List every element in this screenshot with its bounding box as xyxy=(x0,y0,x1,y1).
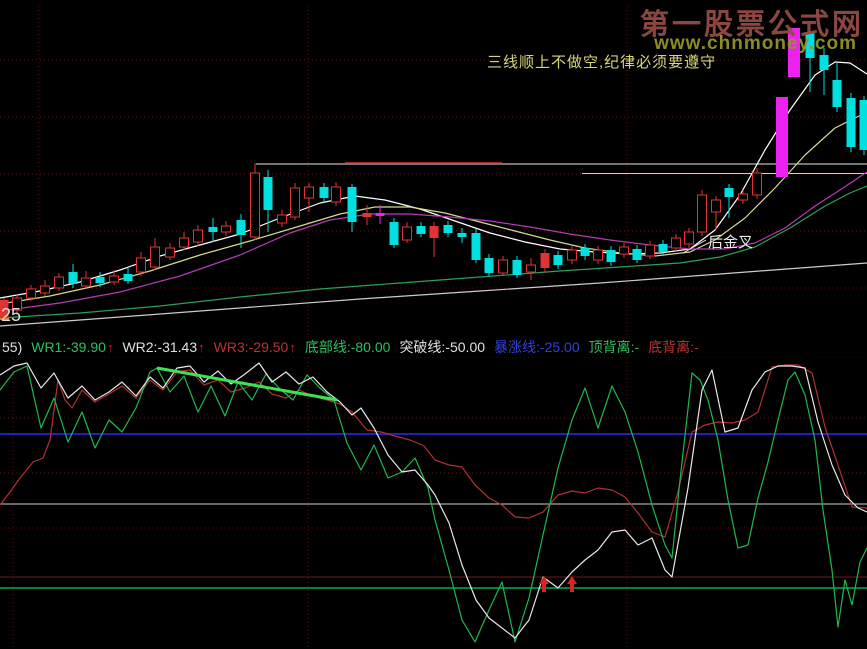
candle-body-up xyxy=(54,276,64,289)
wr-indicator-chart[interactable] xyxy=(0,357,867,649)
candle-body-doji_down xyxy=(457,233,467,237)
ma-mid-yellow xyxy=(0,111,867,305)
wr-series-WR2 xyxy=(0,362,867,639)
candle-body-up_solid xyxy=(540,253,550,268)
golden-cross-annotation: 后金叉 xyxy=(708,234,754,251)
candle-body-up xyxy=(12,297,22,311)
wr1-value-label: WR1:-39.90 xyxy=(31,339,106,355)
candle-body-up xyxy=(40,285,50,294)
ma-fast-white xyxy=(0,61,867,299)
candle-body-up_solid xyxy=(429,226,439,238)
wr2-value-label: WR2:-31.43 xyxy=(122,339,198,355)
candle-body-down xyxy=(658,244,668,252)
candle-body-up xyxy=(193,229,203,243)
candle-body-up xyxy=(150,246,160,268)
candle-body-up xyxy=(645,244,655,257)
candle-body-up xyxy=(221,225,231,233)
candle-body-down xyxy=(632,249,642,260)
candle-body-up xyxy=(711,199,721,213)
candle-body-down xyxy=(389,222,399,245)
candle-body-doji_magenta xyxy=(375,213,385,216)
watermark-site-title: 第一股票公式网 xyxy=(639,9,864,41)
candle-body-down xyxy=(819,55,829,70)
wr1-up-arrow-icon: ↑ xyxy=(106,339,114,355)
slogan-annotation: 三线顺上不做空,纪律必须要遵守 xyxy=(487,54,717,71)
candle-body-down xyxy=(484,258,494,273)
wr2-up-arrow-icon: ↑ xyxy=(198,339,205,355)
candle-body-down xyxy=(319,187,329,198)
top-divergence-label: 顶背离:- xyxy=(588,339,640,355)
candle-body-up xyxy=(526,264,536,273)
candle-body-up xyxy=(402,226,412,241)
ma-xlong-white xyxy=(0,262,867,327)
price-axis-label: 25 xyxy=(1,305,22,325)
candle-body-up xyxy=(26,288,36,299)
candle-body-down xyxy=(95,277,105,283)
candle-body-limit xyxy=(788,28,800,77)
bottom-divergence-label: 底背离:- xyxy=(648,339,699,355)
candle-body-up xyxy=(738,193,748,201)
candle-body-down xyxy=(443,225,453,233)
buy-signal-arrow-icon xyxy=(567,576,577,592)
candle-body-up xyxy=(136,257,146,273)
watermark-site-url: www.chnmoney.com xyxy=(654,33,857,54)
ma-slow-magenta xyxy=(0,171,867,312)
candle-body-up xyxy=(684,231,694,245)
candle-body-limit xyxy=(776,97,788,177)
candle-body-up xyxy=(304,186,314,199)
surge-line-label: 暴涨线:-25.00 xyxy=(494,339,580,355)
candle-body-up xyxy=(250,172,260,238)
ma-long-green xyxy=(0,185,867,319)
candle-body-up xyxy=(567,249,577,261)
candle-body-down xyxy=(580,248,590,256)
wr3-up-arrow-icon: ↑ xyxy=(289,339,296,355)
candle-body-doji_up xyxy=(362,213,372,217)
candle-body-down xyxy=(263,177,273,210)
candle-body-down xyxy=(416,226,426,234)
candle-body-up xyxy=(697,194,707,233)
candle-body-up xyxy=(752,172,762,196)
wr-series-WR1 xyxy=(0,365,867,643)
candle-body-down xyxy=(606,250,616,262)
golden-cross-pointer-line xyxy=(682,239,707,254)
candle-body-up xyxy=(277,214,287,224)
indicator-header-row: 55) WR1:-39.90 ↑ WR2:-31.43 ↑ WR3:-29.50… xyxy=(0,338,867,356)
candle-body-up_solid xyxy=(0,300,9,318)
candle-body-down xyxy=(846,98,856,147)
buy-signal-arrow-icon xyxy=(539,576,549,592)
break-line-label: 突破线:-50.00 xyxy=(399,339,486,355)
candle-body-up xyxy=(81,277,91,287)
candle-body-down xyxy=(724,188,734,197)
candle-body-up xyxy=(109,275,119,283)
candle-body-up xyxy=(593,249,603,261)
candle-body-down xyxy=(471,233,481,260)
candle-body-up xyxy=(331,186,341,203)
candle-body-down xyxy=(805,33,815,58)
candle-body-up xyxy=(671,237,681,249)
candle-body-down xyxy=(512,260,522,275)
candle-body-down xyxy=(553,255,563,265)
candle-body-down xyxy=(859,100,867,150)
candlestick-chart[interactable] xyxy=(0,0,867,338)
candle-body-doji_down xyxy=(208,227,218,232)
candle-body-down xyxy=(68,272,78,284)
candle-body-up xyxy=(179,237,189,248)
candle-body-up xyxy=(498,259,508,274)
indicator-param-prefix: 55) xyxy=(2,339,23,355)
wr3-value-label: WR3:-29.50 xyxy=(213,339,289,355)
candle-body-up xyxy=(619,246,629,255)
bottom-line-label: 底部线:-80.00 xyxy=(304,339,391,355)
candle-body-down xyxy=(236,220,246,235)
divergence-trendline xyxy=(156,366,338,402)
wr-series-WR3 xyxy=(0,364,867,538)
candle-body-up xyxy=(290,187,300,218)
candle-body-down xyxy=(347,187,357,222)
candle-body-down xyxy=(123,274,133,281)
candle-body-down xyxy=(832,80,842,107)
candle-body-up xyxy=(165,247,175,258)
